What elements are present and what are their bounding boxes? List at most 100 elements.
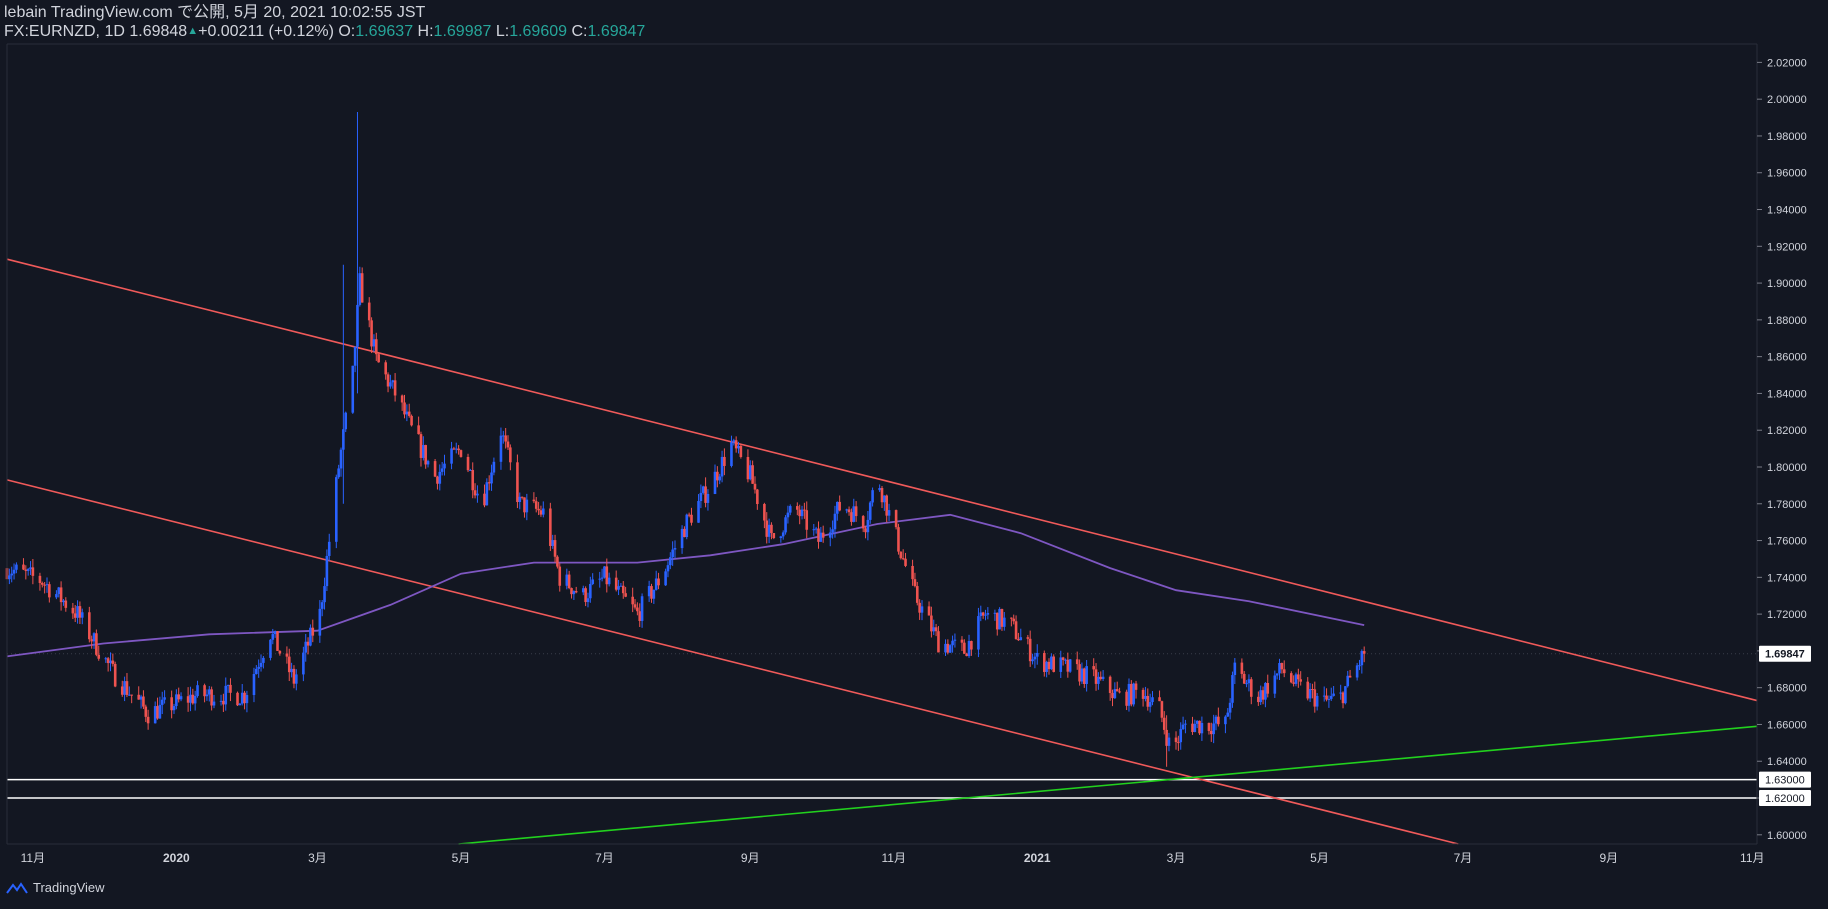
candle-body [553,540,557,557]
candle-body [210,689,213,706]
candle-body [1075,659,1079,665]
footer-brand[interactable]: TradingView [6,880,105,895]
price-tick-label: 1.92000 [1767,241,1807,253]
candle-body [367,302,371,321]
price-tick-label: 1.72000 [1767,609,1807,621]
price-tick-label: 1.94000 [1767,205,1807,217]
candle-body [1064,659,1067,661]
candle-body [370,320,373,347]
candle-body [1132,683,1135,705]
candle-body [523,497,526,513]
candle-body [24,569,28,571]
candle-body [1259,690,1262,703]
time-tick-label: 9月 [1599,851,1618,865]
price-tick-label: 1.98000 [1767,131,1807,143]
candle-body [723,456,726,466]
candle-body [454,448,458,450]
candle-body [153,706,157,724]
candle-body [883,495,886,503]
publish-info: lebain TradingView.com で公開, 5月 20, 2021 … [4,4,425,22]
candle-body [838,501,841,511]
candle-body [177,694,181,700]
candle-body [360,273,364,303]
candle-body [1214,716,1218,724]
trendline [6,258,1758,702]
candle-body [226,684,230,686]
price-tick-label: 1.60000 [1767,830,1807,842]
candle-body [207,689,211,695]
candle-body [1240,662,1244,674]
candle-body [306,641,310,646]
price-tick-label: 1.80000 [1767,462,1807,474]
candle-body [581,588,585,593]
candle-body [1344,686,1347,704]
candle-body [633,604,637,608]
candle-body [243,692,246,704]
candle-body [440,468,444,472]
candle-body [1111,692,1114,699]
candle-body [850,512,853,522]
candle-body [1325,695,1328,700]
candle-body [532,499,536,502]
tradingview-logo-icon [6,881,28,894]
candle-body [1080,668,1084,682]
candle-body [1160,701,1164,718]
time-tick-label: 9月 [741,851,760,865]
candle-body [589,583,592,599]
price-tick-label: 1.78000 [1767,499,1807,511]
moving-average-line [6,513,1365,658]
price-tick-label: 2.00000 [1767,94,1807,106]
candle-body [664,571,667,586]
candle-body [48,584,51,598]
price-tick-label: 1.74000 [1767,572,1807,584]
candle-body [687,514,691,516]
candle-body [666,565,670,572]
candle-body [1282,669,1286,674]
candle-body [130,694,133,696]
candle-body [614,577,618,590]
candle-body [92,633,96,642]
candle-body [878,487,881,491]
candle-body [137,694,141,700]
candle-body [979,612,983,617]
candle-body [457,448,460,451]
plot-area[interactable] [7,44,1757,844]
candle-body [318,608,322,636]
candle-body [911,565,914,580]
candle-body [518,496,522,503]
candle-body [730,442,733,466]
candle-body [1177,742,1180,744]
candle-body [8,575,11,580]
candle-body [320,602,324,609]
candle-body [295,674,298,684]
candle-body [327,541,331,556]
candle-body [1113,689,1117,699]
candle-body [619,585,623,587]
price-tick-label: 1.76000 [1767,536,1807,548]
candle-body [111,660,115,664]
candle-body [1358,665,1361,667]
level-price-tag-bg [1759,771,1811,788]
candle-body [144,706,148,717]
candle-body [1242,673,1246,684]
candle-body [603,566,606,578]
candle-body [487,482,491,484]
candle-body [1078,664,1081,682]
candle-body [1028,638,1032,662]
candle-body [836,501,839,514]
symbol-name[interactable]: FX:EURNZD, 1D [4,23,125,40]
candle-body [1200,723,1204,734]
candle-body [1292,682,1295,684]
candle-body [10,573,14,576]
candle-body [26,569,30,571]
candle-body [22,564,25,570]
candle-body [998,609,1001,630]
candle-body [680,528,684,549]
candle-body [572,591,576,595]
price-axis[interactable]: 1.600001.620001.640001.660001.680001.700… [1757,57,1807,842]
candle-body [897,527,900,552]
candle-body [565,574,569,586]
time-axis[interactable]: 11月 2020 3月 5月 7月 9月 11月 2021 3月 5月 7月 9月 11月 [21,851,1765,865]
candle-body [262,657,265,663]
